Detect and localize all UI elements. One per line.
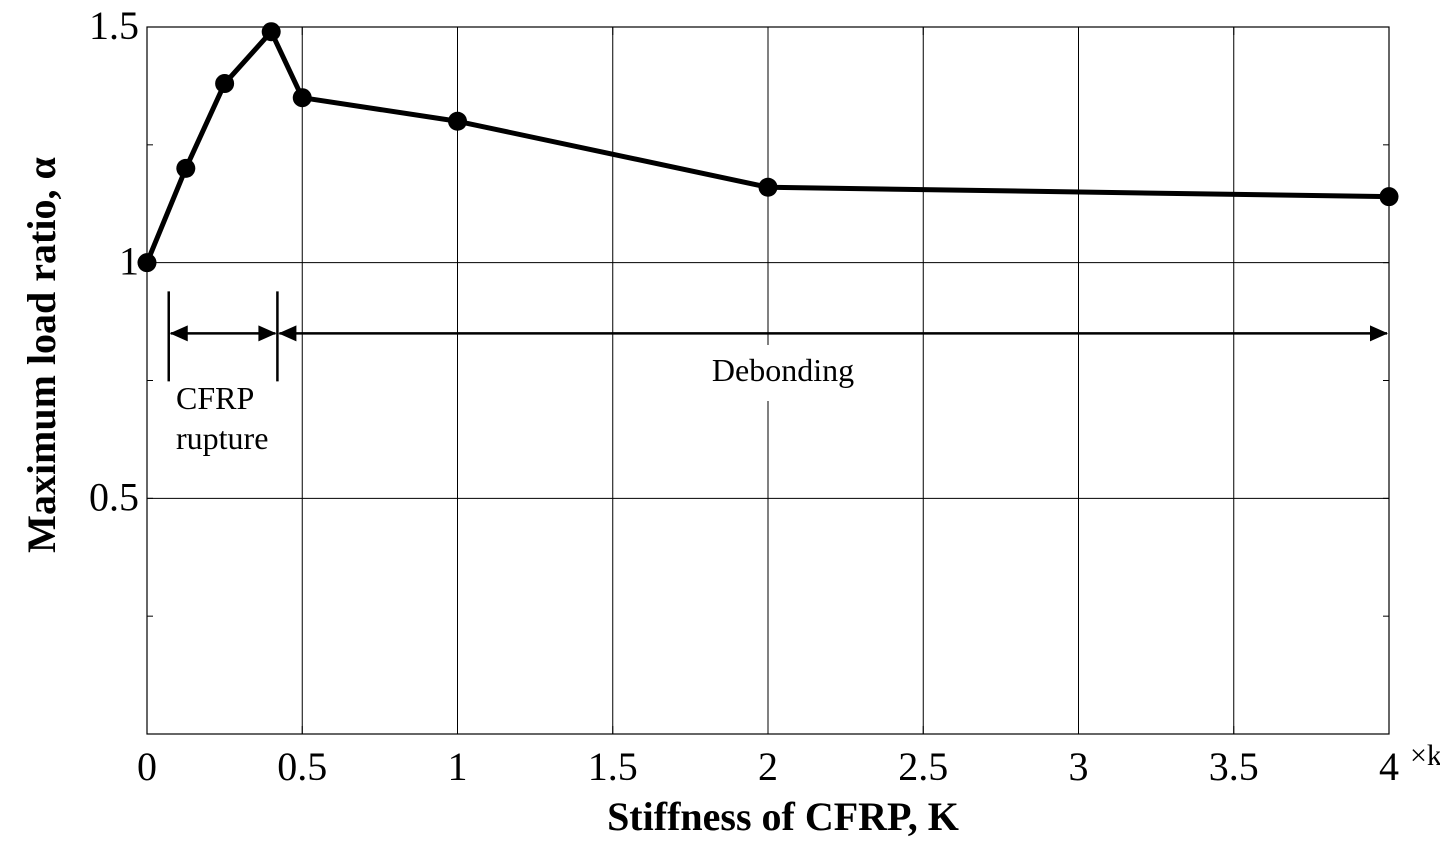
data-point — [448, 111, 467, 131]
rupture-arrowhead-right — [258, 325, 277, 342]
data-point — [261, 22, 281, 42]
x-tick-label: 0 — [137, 744, 157, 789]
axes-frame — [146, 26, 1390, 735]
x-tick-label: 3.5 — [1209, 744, 1259, 789]
series-layer — [137, 22, 1399, 273]
debonding-arrowhead-left — [278, 325, 297, 342]
debonding-arrowhead-right — [1370, 325, 1388, 342]
annotation-layer — [167, 291, 1388, 401]
axes-layer — [146, 26, 1390, 735]
x-tick-label: 1.5 — [588, 744, 638, 789]
x-tick-label: 4 — [1379, 744, 1399, 789]
x-tick-label: 2.5 — [898, 744, 948, 789]
tick-label-layer: 0 0.5 1 1.5 2 2.5 3 3.5 4 0.5 1 1.5 — [89, 3, 1399, 789]
rupture-arrowhead-left — [169, 325, 188, 342]
data-point — [176, 158, 196, 178]
x-tick-label: 1 — [448, 744, 468, 789]
x-tick-label: 3 — [1069, 744, 1089, 789]
x-unit-suffix: ×k — [1410, 739, 1440, 772]
annotation-rupture: rupture — [176, 420, 268, 456]
x-tick-label: 0.5 — [277, 744, 327, 789]
y-tick-label: 1 — [119, 239, 139, 284]
data-point — [215, 74, 235, 94]
x-tick-label: 2 — [758, 744, 778, 789]
debonding-label-background — [700, 345, 866, 401]
y-axis-title: Maximum load ratio, α — [19, 157, 64, 553]
y-tick-label: 0.5 — [89, 474, 139, 519]
annotation-debonding: Debonding — [712, 352, 854, 388]
data-point — [292, 88, 312, 108]
y-tick-label: 1.5 — [89, 3, 139, 48]
data-point — [137, 253, 157, 273]
data-point — [758, 177, 778, 197]
series-line — [144, 29, 1390, 264]
annotation-cfrp: CFRP — [176, 380, 254, 416]
data-point — [1379, 187, 1399, 207]
x-axis-title: Stiffness of CFRP, K — [607, 794, 959, 839]
